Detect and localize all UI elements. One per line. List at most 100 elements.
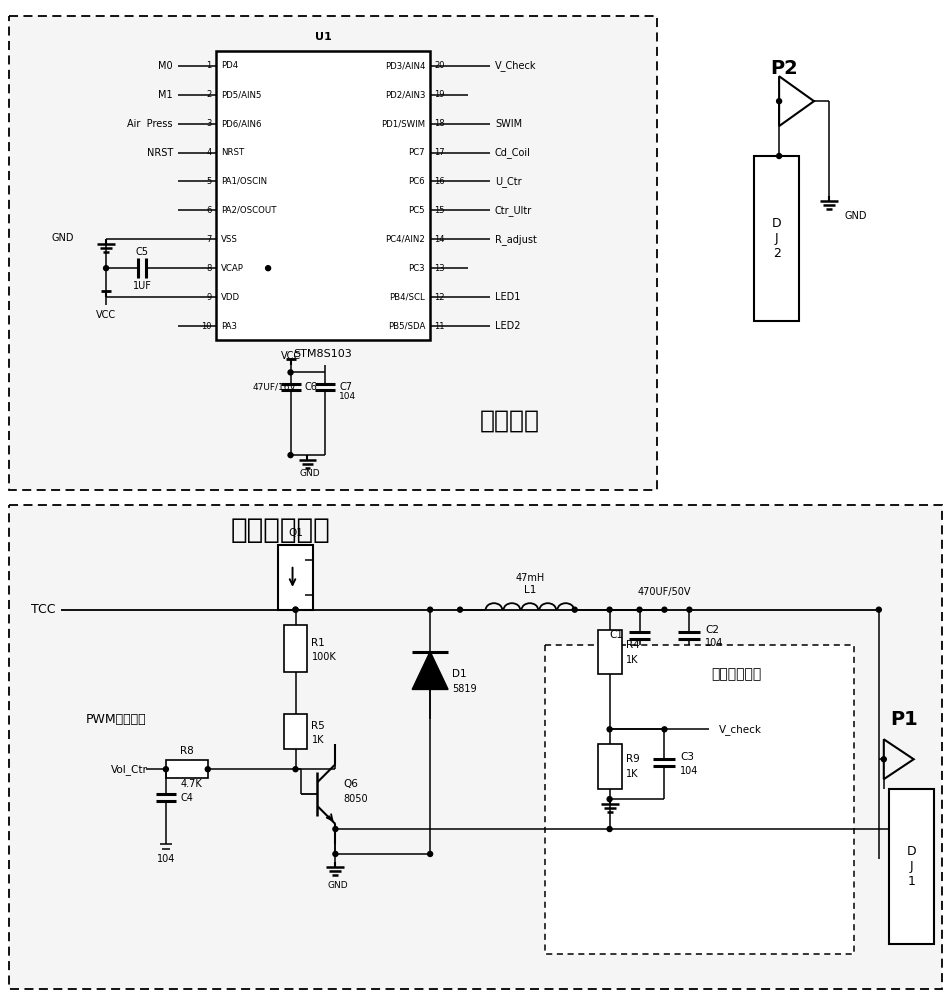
Circle shape [687, 607, 692, 612]
Circle shape [776, 154, 782, 159]
Text: 18: 18 [434, 119, 445, 128]
Text: PC3: PC3 [408, 264, 426, 273]
Text: R5: R5 [312, 721, 325, 731]
Text: P1: P1 [890, 710, 918, 729]
Text: C5: C5 [136, 247, 148, 257]
Text: PWM控制电压: PWM控制电压 [86, 713, 146, 726]
Text: V_check: V_check [719, 724, 762, 735]
Text: 104: 104 [339, 392, 356, 401]
Circle shape [607, 797, 612, 802]
Text: 1K: 1K [625, 769, 638, 779]
Text: 17: 17 [434, 148, 445, 157]
Text: LED2: LED2 [495, 321, 521, 331]
Bar [283, 714, 308, 749]
Text: GND: GND [327, 881, 348, 890]
Text: NRST: NRST [220, 148, 244, 157]
Text: PD3/AIN4: PD3/AIN4 [385, 61, 426, 70]
Bar [889, 789, 934, 944]
Text: 20: 20 [434, 61, 445, 70]
Circle shape [293, 767, 298, 772]
Text: Vol_Ctr: Vol_Ctr [111, 764, 148, 775]
Circle shape [607, 727, 612, 732]
Text: GND: GND [51, 233, 74, 243]
Text: PA1/OSCIN: PA1/OSCIN [220, 177, 267, 186]
Circle shape [607, 607, 612, 612]
Text: U1: U1 [314, 32, 332, 42]
Text: R8: R8 [180, 746, 194, 756]
Text: 104: 104 [705, 638, 724, 648]
Text: 5819: 5819 [452, 684, 477, 694]
Text: 1K: 1K [625, 655, 638, 665]
Circle shape [882, 757, 886, 762]
Text: 470UF/50V: 470UF/50V [637, 587, 692, 597]
Text: C2: C2 [705, 625, 719, 635]
Bar [598, 630, 621, 674]
Bar [216, 51, 430, 340]
Circle shape [428, 607, 432, 612]
Text: VSS: VSS [220, 235, 238, 244]
Text: 12: 12 [434, 293, 445, 302]
Text: NRST: NRST [146, 148, 173, 158]
Text: 104: 104 [680, 766, 699, 776]
Circle shape [662, 727, 667, 732]
Text: GND: GND [299, 469, 320, 478]
Circle shape [332, 851, 338, 856]
Text: PA3: PA3 [220, 322, 237, 331]
Text: R_adjust: R_adjust [495, 234, 537, 245]
Text: 19: 19 [434, 90, 445, 99]
Text: C3: C3 [680, 752, 694, 762]
Text: Q6: Q6 [343, 779, 358, 789]
Text: PC6: PC6 [408, 177, 426, 186]
Text: 47UF/16V: 47UF/16V [253, 383, 296, 392]
Circle shape [572, 607, 578, 612]
Circle shape [876, 607, 882, 612]
Text: 47mH: 47mH [515, 573, 544, 583]
Bar [283, 625, 308, 672]
Text: U_Ctr: U_Ctr [495, 176, 522, 187]
Bar [166, 760, 208, 778]
Bar [754, 156, 799, 321]
Text: Air  Press: Air Press [127, 119, 173, 129]
Bar [598, 744, 621, 789]
Circle shape [428, 851, 432, 856]
Polygon shape [412, 652, 448, 689]
Text: Cd_Coil: Cd_Coil [495, 147, 531, 158]
Text: 11: 11 [434, 322, 445, 331]
Text: D
J
1: D J 1 [906, 845, 916, 888]
Text: 5: 5 [206, 177, 212, 186]
Circle shape [458, 607, 463, 612]
Text: PD6/AIN6: PD6/AIN6 [220, 119, 261, 128]
Text: R9: R9 [625, 754, 639, 764]
Text: 1UF: 1UF [133, 281, 151, 291]
Text: Ctr_Ultr: Ctr_Ultr [495, 205, 532, 216]
Text: P2: P2 [770, 59, 798, 78]
Text: 8050: 8050 [343, 794, 368, 804]
Text: R4: R4 [625, 640, 639, 650]
Text: M1: M1 [159, 90, 173, 100]
Text: STM8S103: STM8S103 [294, 349, 352, 359]
Text: GND: GND [845, 211, 867, 221]
Text: PD1/SWIM: PD1/SWIM [381, 119, 426, 128]
Text: C4: C4 [180, 793, 194, 803]
Text: 1K: 1K [312, 735, 324, 745]
Text: 7: 7 [206, 235, 212, 244]
Circle shape [332, 827, 338, 832]
Text: PD2/AIN3: PD2/AIN3 [385, 90, 426, 99]
Text: 16: 16 [434, 177, 445, 186]
Circle shape [163, 767, 168, 772]
Text: VCAP: VCAP [220, 264, 243, 273]
Text: D
J
2: D J 2 [771, 217, 782, 260]
Text: V_Check: V_Check [495, 60, 537, 71]
Text: 15: 15 [434, 206, 445, 215]
Text: PC5: PC5 [408, 206, 426, 215]
Text: LED1: LED1 [495, 292, 521, 302]
Text: TCC: TCC [31, 603, 56, 616]
Circle shape [662, 607, 667, 612]
Circle shape [104, 266, 108, 271]
Circle shape [293, 607, 298, 612]
Text: 14: 14 [434, 235, 445, 244]
Text: SWIM: SWIM [495, 119, 523, 129]
Text: 10: 10 [201, 322, 212, 331]
Circle shape [293, 607, 298, 612]
Bar [277, 545, 314, 610]
